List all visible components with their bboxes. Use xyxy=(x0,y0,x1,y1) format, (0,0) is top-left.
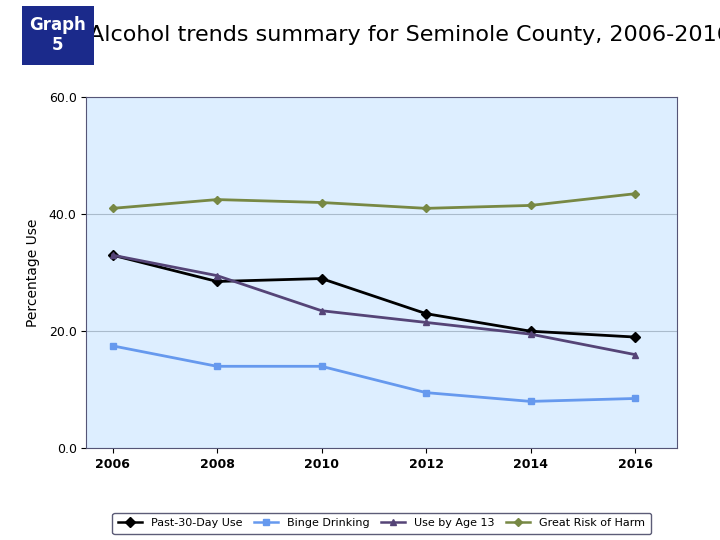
Great Risk of Harm xyxy=(526,202,535,208)
Binge Drinking xyxy=(422,389,431,396)
Line: Great Risk of Harm: Great Risk of Harm xyxy=(109,191,638,211)
Past-30-Day Use xyxy=(631,334,639,340)
Line: Past-30-Day Use: Past-30-Day Use xyxy=(109,252,639,341)
Great Risk of Harm xyxy=(212,197,221,203)
Great Risk of Harm xyxy=(422,205,431,212)
Use by Age 13 xyxy=(526,331,535,338)
Binge Drinking xyxy=(212,363,221,369)
Past-30-Day Use xyxy=(526,328,535,334)
Use by Age 13 xyxy=(631,352,639,358)
Binge Drinking xyxy=(526,398,535,404)
Text: Graph
5: Graph 5 xyxy=(30,16,86,55)
Text: Alcohol trends summary for Seminole County, 2006-2016: Alcohol trends summary for Seminole Coun… xyxy=(89,25,720,45)
Legend: Past-30-Day Use, Binge Drinking, Use by Age 13, Great Risk of Harm: Past-30-Day Use, Binge Drinking, Use by … xyxy=(112,513,651,534)
Past-30-Day Use xyxy=(108,252,117,258)
Great Risk of Harm xyxy=(318,199,326,206)
Past-30-Day Use xyxy=(212,278,221,285)
Use by Age 13 xyxy=(318,307,326,314)
Great Risk of Harm xyxy=(631,191,639,197)
Binge Drinking xyxy=(108,342,117,349)
Use by Age 13 xyxy=(212,272,221,279)
FancyBboxPatch shape xyxy=(22,5,94,65)
Binge Drinking xyxy=(318,363,326,369)
Past-30-Day Use xyxy=(422,310,431,317)
Line: Use by Age 13: Use by Age 13 xyxy=(109,252,639,358)
Y-axis label: Percentage Use: Percentage Use xyxy=(27,219,40,327)
Use by Age 13 xyxy=(108,252,117,258)
Past-30-Day Use xyxy=(318,275,326,282)
Line: Binge Drinking: Binge Drinking xyxy=(109,342,639,405)
Binge Drinking xyxy=(631,395,639,402)
Use by Age 13 xyxy=(422,319,431,326)
Great Risk of Harm xyxy=(108,205,117,212)
